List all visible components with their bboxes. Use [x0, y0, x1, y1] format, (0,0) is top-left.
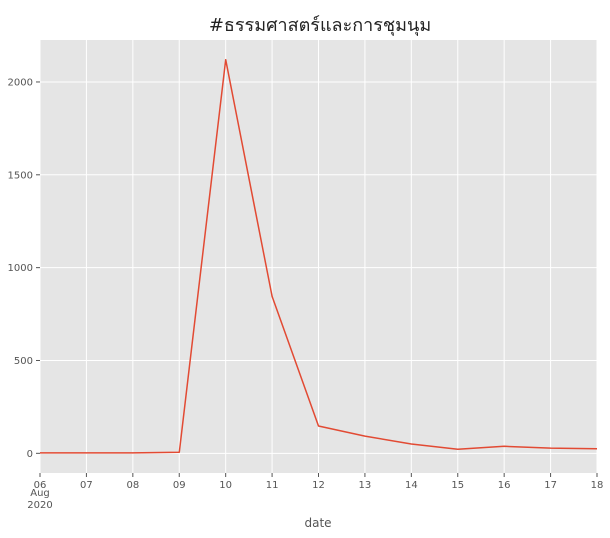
- y-tick-label: 1500: [8, 170, 33, 181]
- x-tick-label: 08: [126, 480, 139, 491]
- x-tick-label: 17: [544, 480, 557, 491]
- x-tick-label: 09: [173, 480, 186, 491]
- y-tick-label: 0: [27, 449, 33, 460]
- x-axis-label: date: [304, 516, 331, 530]
- y-tick-label: 500: [14, 356, 33, 367]
- x-tick-label: 18: [591, 480, 604, 491]
- x-tick-label: 10: [219, 480, 232, 491]
- x-tick-sublabel-year: 2020: [27, 500, 52, 511]
- chart-title: #ธรรมศาสตร์และการชุมนุม: [209, 15, 431, 36]
- x-tick-label: 13: [359, 480, 372, 491]
- x-tick-label: 12: [312, 480, 325, 491]
- x-tick-label: 15: [451, 480, 464, 491]
- x-tick-label: 11: [266, 480, 279, 491]
- x-tick-label: 14: [405, 480, 418, 491]
- x-tick-label: 07: [80, 480, 93, 491]
- x-tick-label: 16: [498, 480, 511, 491]
- y-tick-label: 1000: [8, 263, 33, 274]
- y-tick-label: 2000: [8, 77, 33, 88]
- x-tick-sublabel-month: Aug: [30, 488, 50, 499]
- y-axis-ticks: 0 500 1000 1500 2000: [8, 77, 40, 459]
- x-axis-ticks: 06 07 08 09 10 11 12 13 14 15 16 17 18: [34, 473, 604, 491]
